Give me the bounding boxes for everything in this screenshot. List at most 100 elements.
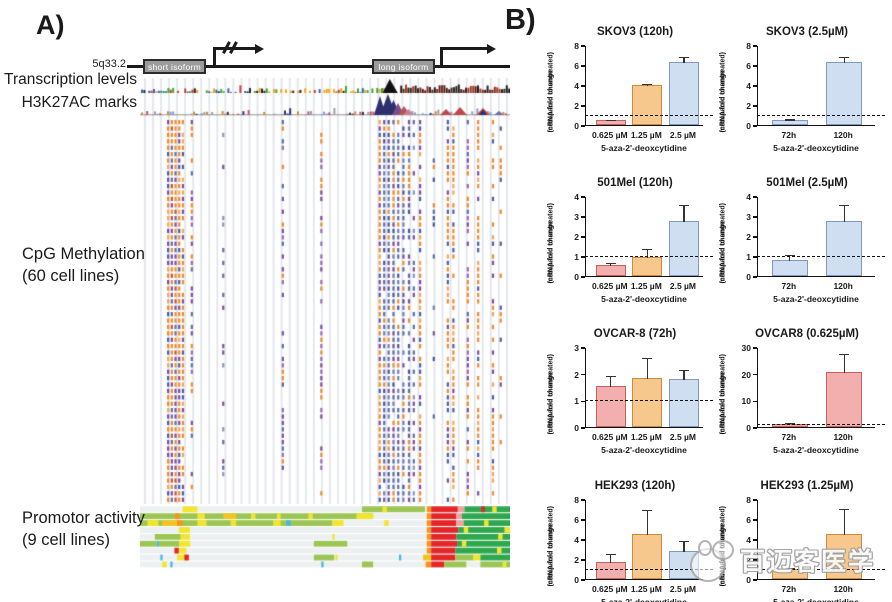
y-tick-mark (581, 236, 585, 238)
y-tick-mark (753, 65, 757, 67)
baseline-dashed-line (585, 256, 713, 258)
error-bar-cap (605, 375, 616, 377)
error-bar-line (683, 541, 685, 552)
bar (595, 265, 626, 276)
promoter-label-line2: (9 cell lines) (22, 531, 111, 549)
methylation-label-line1: CpG Methylation (22, 245, 145, 263)
y-tick-mark (581, 539, 585, 541)
error-bar-line (683, 205, 685, 222)
baseline-dashed-line (757, 424, 885, 426)
error-bar-cap (839, 509, 850, 511)
chart-plot-area (757, 46, 885, 126)
y-tick-mark (581, 499, 585, 501)
y-tick-label: 1 (574, 396, 579, 407)
error-bar-cap (642, 358, 653, 360)
error-bar-cap (678, 204, 689, 206)
y-tick-label: 1 (574, 252, 579, 262)
error-bar-line (646, 249, 648, 258)
baseline-dashed-line (585, 115, 713, 117)
error-bar-cap (784, 254, 795, 256)
y-axis-label: mRNA fold change(compared to untreated) (547, 353, 555, 435)
x-axis-title: 5-aza-2'-deoxcytidine (601, 597, 687, 602)
baseline-dashed-line (757, 569, 885, 571)
h3k27ac-track-label: H3K27AC marks (21, 94, 137, 111)
baseline-dashed-line (585, 569, 713, 571)
chart-title: OVCAR8 (0.625µM) (755, 328, 859, 340)
y-tick-mark (581, 579, 585, 581)
error-bar-line (646, 510, 648, 535)
y-axis-label: mRNA fold change(compared to untreated) (547, 51, 555, 133)
long-isoform-box: long isoform (372, 59, 435, 74)
y-tick-label: 2 (746, 101, 751, 111)
y-tick-mark (581, 85, 585, 87)
x-tick-label: 0.625 µM (591, 130, 628, 140)
locus-label: 5q33.2 (92, 58, 126, 70)
y-tick-label: 2 (574, 101, 579, 111)
y-tick-mark (753, 539, 757, 541)
error-bar-cap (642, 249, 653, 251)
y-tick-mark (753, 499, 757, 501)
y-tick-mark (581, 216, 585, 218)
promoter-activity-canvas (140, 506, 510, 568)
error-bar-line (789, 255, 791, 262)
bar (826, 221, 863, 276)
y-axis-label: mRNA fold change(compared to untreated) (547, 202, 555, 284)
y-tick-label: 0 (746, 272, 751, 282)
chart-title: SKOV3 (2.5µM) (765, 26, 849, 38)
x-tick-label: 120h (833, 584, 853, 594)
y-tick-label: 2 (574, 555, 579, 565)
y-tick-mark (753, 559, 757, 561)
chart-title: HEK293 (1.25µM) (760, 480, 854, 492)
chart-title: HEK293 (120h) (594, 480, 676, 492)
y-tick-mark (753, 125, 757, 127)
y-tick-label: 20 (741, 369, 751, 380)
y-tick-label: 6 (746, 61, 751, 71)
y-tick-mark (753, 256, 757, 258)
x-axis-title: 5-aza-2'-deoxcytidine (601, 294, 687, 304)
x-tick-label: 72h (781, 130, 797, 140)
error-bar-cap (839, 56, 850, 58)
chart-title: 501Mel (120h) (597, 177, 673, 189)
y-tick-label: 10 (741, 396, 751, 407)
bar (771, 260, 808, 276)
error-bar-cap (784, 422, 795, 425)
y-tick-mark (581, 105, 585, 107)
y-tick-label: 2 (574, 232, 579, 242)
y-tick-label: 0 (746, 575, 751, 585)
x-axis-title: 5-aza-2'-deoxcytidine (773, 597, 859, 602)
methylation-label: CpG Methylation (60 cell lines) (22, 243, 145, 287)
y-tick-mark (753, 400, 757, 403)
bar (632, 84, 663, 125)
y-tick-label: 4 (746, 192, 751, 202)
bar-chart-6: OVCAR8 (0.625µM) mRNA fold change (compare… (697, 322, 885, 470)
watermark-logo-icon (688, 536, 740, 584)
error-bar-line (683, 370, 685, 380)
bar-chart-3: 501Mel (120h) mRNA fold change (compared t… (525, 171, 713, 319)
y-tick-mark (753, 427, 757, 429)
error-bar-cap (642, 84, 653, 86)
bar (595, 385, 626, 427)
y-tick-label: 4 (574, 81, 579, 91)
x-tick-label: 72h (781, 281, 797, 291)
bar (632, 377, 663, 427)
error-bar-cap (678, 57, 689, 59)
x-tick-label: 1.25 µM (630, 584, 662, 594)
error-bar-cap (784, 567, 795, 569)
error-bar-cap (839, 354, 850, 356)
bar-chart-7: HEK293 (120h) mRNA fold change (compared t… (525, 474, 713, 602)
x-tick-label: 120h (833, 432, 853, 442)
promoter-label: Promotor activity (9 cell lines) (22, 507, 145, 551)
y-tick-mark (581, 400, 585, 403)
x-axis-title: 5-aza-2'-deoxcytidine (773, 445, 859, 455)
baseline-dashed-line (585, 400, 713, 402)
chart-plot-area (585, 46, 713, 126)
x-tick-label: 2.5 µM (669, 281, 697, 291)
chart-plot-area (585, 348, 713, 428)
promoter-label-line1: Promotor activity (22, 509, 145, 527)
y-tick-mark (753, 196, 757, 198)
y-tick-label: 30 (741, 343, 751, 353)
chart-plot-area (757, 500, 885, 580)
y-tick-mark (581, 125, 585, 127)
error-bar-line (610, 554, 612, 563)
